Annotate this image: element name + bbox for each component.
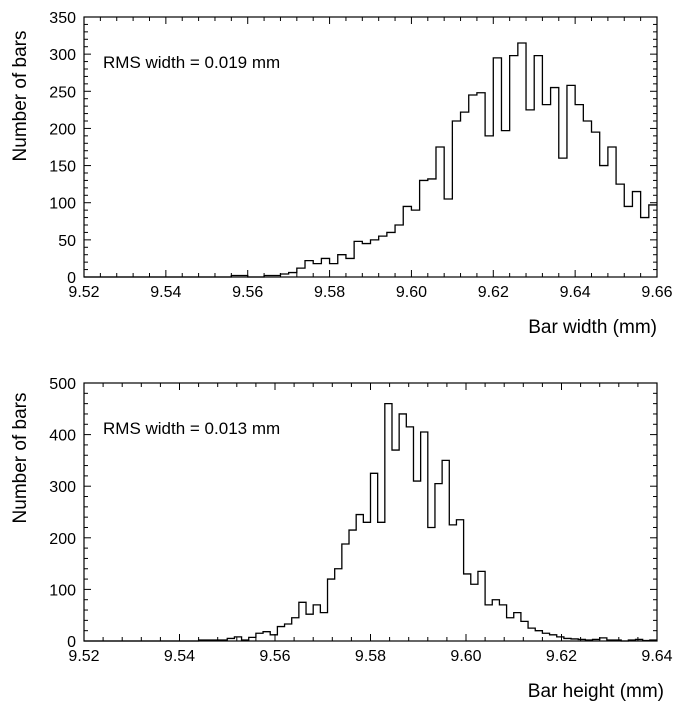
x-tick-label: 9.58 bbox=[314, 284, 345, 301]
x-tick-label: 9.62 bbox=[478, 284, 509, 301]
y-tick-label: 150 bbox=[49, 159, 76, 176]
rms-annotation: RMS width = 0.019 mm bbox=[103, 53, 280, 72]
x-tick-label: 9.58 bbox=[355, 648, 386, 665]
y-tick-label: 50 bbox=[58, 233, 76, 250]
x-tick-label: 9.52 bbox=[68, 284, 99, 301]
x-tick-label: 9.54 bbox=[150, 284, 181, 301]
y-tick-label: 200 bbox=[49, 121, 76, 138]
x-tick-label: 9.66 bbox=[641, 284, 672, 301]
x-axis-label: Bar width (mm) bbox=[528, 317, 657, 338]
y-tick-label: 250 bbox=[49, 84, 76, 101]
y-tick-label: 0 bbox=[67, 270, 76, 287]
y-tick-label: 500 bbox=[49, 376, 76, 393]
y-axis-label: Number of bars bbox=[10, 31, 31, 162]
x-tick-label: 9.52 bbox=[68, 648, 99, 665]
bar-height-chart: RMS width = 0.013 mm Bar height (mm) Num… bbox=[10, 376, 673, 702]
y-tick-label: 100 bbox=[49, 196, 76, 213]
y-tick-label: 300 bbox=[49, 47, 76, 64]
x-tick-label: 9.56 bbox=[232, 284, 263, 301]
histogram-series bbox=[84, 402, 657, 642]
y-tick-label: 200 bbox=[49, 531, 76, 548]
histogram-series bbox=[84, 42, 657, 278]
plot-frame bbox=[83, 16, 658, 278]
y-tick-label: 300 bbox=[49, 479, 76, 496]
x-tick-label: 9.62 bbox=[546, 648, 577, 665]
y-axis-label: Number of bars bbox=[10, 393, 31, 524]
x-axis-label: Bar height (mm) bbox=[528, 681, 664, 702]
x-tick-label: 9.56 bbox=[259, 648, 290, 665]
y-tick-label: 0 bbox=[67, 634, 76, 651]
rms-annotation: RMS width = 0.013 mm bbox=[103, 419, 280, 438]
y-tick-label: 100 bbox=[49, 582, 76, 599]
y-tick-label: 400 bbox=[49, 428, 76, 445]
x-tick-label: 9.60 bbox=[450, 648, 481, 665]
x-tick-label: 9.60 bbox=[396, 284, 427, 301]
x-tick-label: 9.54 bbox=[164, 648, 195, 665]
x-tick-label: 9.64 bbox=[641, 648, 672, 665]
y-tick-label: 350 bbox=[49, 10, 76, 27]
x-tick-label: 9.64 bbox=[560, 284, 591, 301]
bar-width-chart: RMS width = 0.019 mm Bar width (mm) Numb… bbox=[10, 10, 673, 338]
